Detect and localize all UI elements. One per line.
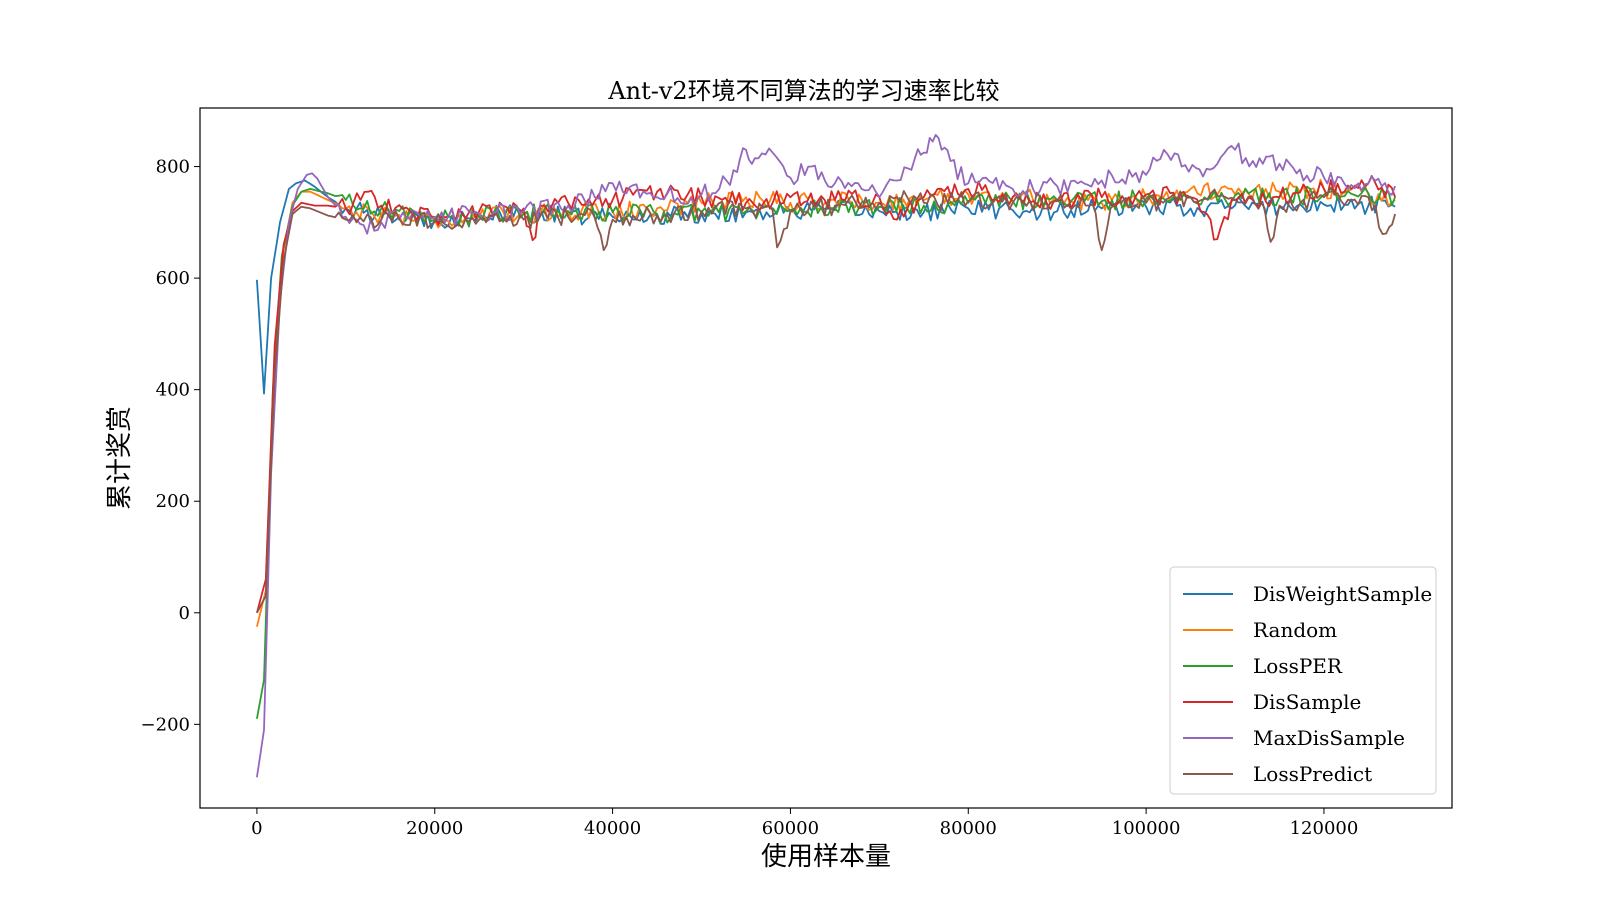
y-axis: −200 0 200 400 600 800 bbox=[141, 157, 200, 735]
series-line-losspredict bbox=[256, 186, 1396, 614]
legend-label: DisWeightSample bbox=[1253, 582, 1432, 606]
chart-title: Ant-v2环境不同算法的学习速率比较 bbox=[607, 77, 999, 105]
series-group bbox=[256, 133, 1396, 778]
y-tick-label: −200 bbox=[141, 714, 190, 735]
plot-area bbox=[199, 107, 1453, 809]
legend-label: Random bbox=[1253, 618, 1337, 642]
legend-frame bbox=[1169, 566, 1437, 795]
x-tick-label: 60000 bbox=[762, 818, 819, 839]
x-tick-label: 120000 bbox=[1290, 818, 1359, 839]
axes-frame bbox=[199, 107, 1453, 809]
series-line-maxdissample bbox=[256, 133, 1396, 778]
y-tick-label: 0 bbox=[179, 603, 190, 624]
y-axis-label: 累计奖赏 bbox=[105, 406, 135, 510]
x-tick-label: 40000 bbox=[584, 818, 641, 839]
legend: DisWeightSample Random LossPER DisSample Max… bbox=[1169, 566, 1437, 795]
y-tick-label: 800 bbox=[156, 157, 190, 178]
x-tick-label: 80000 bbox=[940, 818, 997, 839]
x-axis: 0 20000 40000 60000 80000 100000 120000 bbox=[251, 808, 1358, 839]
legend-label: LossPER bbox=[1253, 654, 1343, 678]
legend-items: DisWeightSample Random LossPER DisSample Max… bbox=[1183, 582, 1432, 786]
x-tick-label: 20000 bbox=[406, 818, 463, 839]
x-tick-label: 0 bbox=[251, 818, 262, 839]
y-tick-label: 600 bbox=[156, 268, 190, 289]
y-tick-label: 400 bbox=[156, 380, 190, 401]
legend-label: MaxDisSample bbox=[1253, 726, 1405, 750]
legend-label: LossPredict bbox=[1253, 762, 1372, 786]
series-line-dissample bbox=[256, 174, 1396, 614]
y-tick-label: 200 bbox=[156, 491, 190, 512]
x-axis-label: 使用样本量 bbox=[761, 842, 891, 872]
legend-label: DisSample bbox=[1253, 690, 1361, 714]
x-tick-label: 100000 bbox=[1112, 818, 1181, 839]
